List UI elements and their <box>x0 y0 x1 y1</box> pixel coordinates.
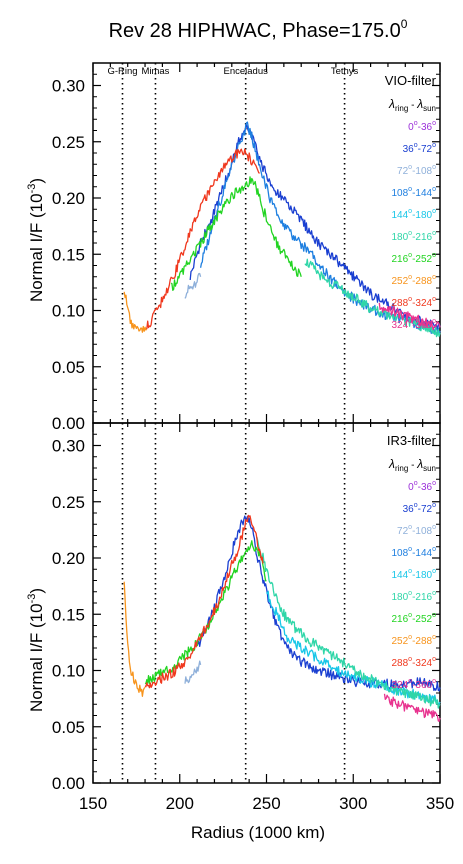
y-tick-label: 0.15 <box>52 245 85 264</box>
series-line-216-252 <box>170 176 302 291</box>
y-tick-label: 0.30 <box>52 77 85 96</box>
series-line-72-108 <box>184 272 202 299</box>
legend-entry-324-360: 324o-360o <box>391 318 436 331</box>
legend-entry-108-144: 108o-144o <box>391 546 436 559</box>
legend-entry-180-216: 180o-216o <box>391 230 436 243</box>
legend-entry-216-252: 216o-252o <box>391 252 436 265</box>
series-line-252-288 <box>123 291 148 333</box>
chart-title: Rev 28 HIPHWAC, Phase=175.00 <box>109 17 408 42</box>
legend-entry-288-324: 288o-324o <box>391 656 436 669</box>
y-tick-label: 0.15 <box>52 605 85 624</box>
moon-label-enceladus: Enceladus <box>223 66 268 77</box>
legend-entry-0-36: 0o-36o <box>408 480 436 493</box>
y-tick-label: 0.10 <box>52 302 85 321</box>
y-tick-label: 0.05 <box>52 358 85 377</box>
x-tick-label: 200 <box>166 794 194 813</box>
legend-entry-36-72: 36o-72o <box>403 142 436 155</box>
plot-frame <box>92 62 441 424</box>
y-tick-label: 0.00 <box>52 414 85 433</box>
panel-title: IR3-filter <box>387 433 437 448</box>
legend-header: λring - λsun <box>388 457 436 473</box>
x-tick-label: 350 <box>426 794 454 813</box>
series-line-288-324 <box>144 514 264 689</box>
y-tick-label: 0.30 <box>52 437 85 456</box>
series-line-252-288 <box>123 581 146 697</box>
series-line-324-360 <box>383 693 441 722</box>
plot-frame <box>92 422 441 784</box>
y-tick-label: 0.25 <box>52 493 85 512</box>
y-tick-label: 0.05 <box>52 718 85 737</box>
moon-label-tethys: Tethys <box>331 66 359 77</box>
legend-entry-144-180: 144o-180o <box>391 208 436 221</box>
legend-entry-180-216: 180o-216o <box>391 590 436 603</box>
series-line-288-324 <box>146 148 260 330</box>
svg-text:Normal I/F (10-3): Normal I/F (10-3) <box>26 588 46 712</box>
chart-title-text: Rev 28 HIPHWAC, Phase=175.0 <box>109 20 401 42</box>
y-axis-title-bottom: Normal I/F (10-3) <box>26 588 46 712</box>
x-axis-title: Radius (1000 km) <box>191 823 325 842</box>
series-line-108-144 <box>199 121 441 337</box>
legend-entry-216-252: 216o-252o <box>391 612 436 625</box>
legend-entry-108-144: 108o-144o <box>391 186 436 199</box>
y-tick-label: 0.00 <box>52 774 85 793</box>
series-line-324-360 <box>378 302 441 331</box>
legend-entry-72-108: 72o-108o <box>397 524 436 537</box>
legend-entry-72-108: 72o-108o <box>397 164 436 177</box>
panel-vio-filter: G-Ring Mimas Enceladus Tethys 0.00 0.05 0.10 0.… <box>52 62 441 433</box>
panel-ir3-filter: 0.00 0.05 0.10 0.15 0.20 0.25 0.30 150 200 250 300… <box>52 422 454 813</box>
series-line-216-252 <box>144 540 267 685</box>
y-tick-label: 0.25 <box>52 133 85 152</box>
svg-text:Normal I/F (10-3): Normal I/F (10-3) <box>26 178 46 302</box>
legend-entry-144-180: 144o-180o <box>391 568 436 581</box>
x-tick-label: 300 <box>339 794 367 813</box>
legend-entry-36-72: 36o-72o <box>403 502 436 515</box>
series-line-72-108 <box>184 660 202 684</box>
series-line-180-216 <box>256 536 441 709</box>
y-tick-label: 0.20 <box>52 549 85 568</box>
moon-label-g-ring: G-Ring <box>107 66 137 77</box>
legend-header: λring - λsun <box>388 97 436 113</box>
legend-entry-252-288: 252o-288o <box>391 274 436 287</box>
panel-title: VIO-filter <box>385 73 437 88</box>
legend-entry-0-36: 0o-36o <box>408 120 436 133</box>
y-tick-label: 0.10 <box>52 662 85 681</box>
legend-entry-252-288: 252o-288o <box>391 634 436 647</box>
moon-label-mimas: Mimas <box>141 66 169 77</box>
series-line-36-72 <box>196 515 441 692</box>
legend-entry-324-360: 324o-360o <box>391 678 436 691</box>
y-tick-label: 0.20 <box>52 189 85 208</box>
x-tick-label: 150 <box>79 794 107 813</box>
legend-entry-288-324: 288o-324o <box>391 296 436 309</box>
y-axis-title-top: Normal I/F (10-3) <box>26 178 46 302</box>
x-tick-label: 250 <box>252 794 280 813</box>
chart-title-degree: 0 <box>401 17 408 31</box>
